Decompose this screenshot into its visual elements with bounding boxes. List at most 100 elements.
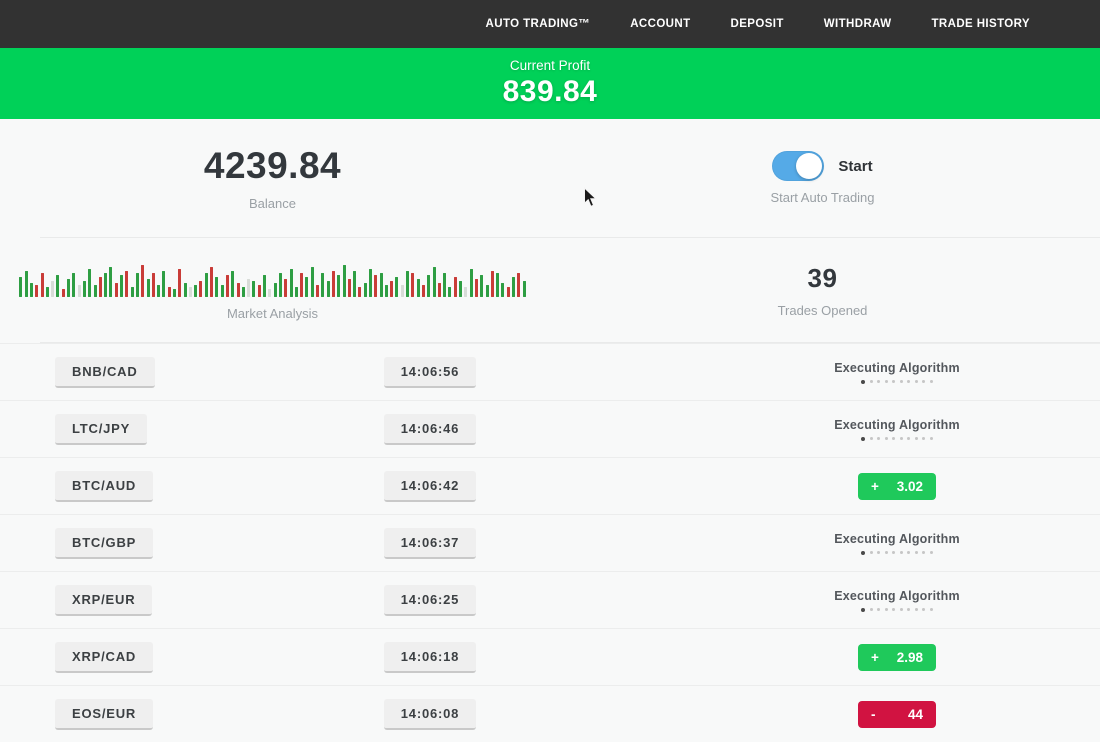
current-profit-value: 839.84 xyxy=(502,75,598,108)
market-bar xyxy=(157,285,161,297)
status-cell: +3.02 xyxy=(858,472,936,500)
toggle-label: Start xyxy=(838,157,873,175)
market-bar xyxy=(448,287,452,297)
nav-item-account[interactable]: ACCOUNT xyxy=(630,18,691,30)
market-bar xyxy=(45,287,49,297)
market-analysis-label: Market Analysis xyxy=(226,306,319,321)
market-bar xyxy=(130,287,134,297)
market-bar xyxy=(379,273,383,297)
market-bar xyxy=(358,287,362,297)
market-bar xyxy=(464,287,468,297)
market-bar xyxy=(199,281,203,297)
market-bar xyxy=(363,283,367,297)
market-bar xyxy=(146,279,150,297)
market-bar xyxy=(204,273,208,297)
table-row: BTC/GBP 14:06:37 Executing Algorithm xyxy=(0,514,1100,571)
market-bar xyxy=(268,289,272,297)
market-bar xyxy=(305,277,309,297)
market-bar xyxy=(220,285,224,297)
pair-badge[interactable]: XRP/CAD xyxy=(55,641,154,673)
market-bar xyxy=(469,269,473,297)
top-nav: AUTO TRADING™ ACCOUNT DEPOSIT WITHDRAW TRADE… xyxy=(0,0,1100,48)
market-bar xyxy=(188,287,192,297)
market-bar xyxy=(506,287,510,297)
market-bar xyxy=(51,281,55,297)
market-bar xyxy=(273,283,277,297)
market-bar xyxy=(231,271,235,297)
market-bar xyxy=(284,279,288,297)
market-bar xyxy=(331,271,335,297)
market-bar xyxy=(141,265,145,297)
market-bar xyxy=(210,267,214,297)
pair-badge[interactable]: BNB/CAD xyxy=(55,356,155,388)
market-bar xyxy=(512,277,515,297)
balance-value: 4239.84 xyxy=(203,145,342,186)
market-bar xyxy=(316,285,320,297)
market-bar xyxy=(72,273,76,297)
nav-item-deposit[interactable]: DEPOSIT xyxy=(730,18,784,30)
market-bar xyxy=(247,279,251,297)
loading-dots-icon xyxy=(834,550,960,555)
trades-opened-stat: 39 Trades Opened xyxy=(545,238,1100,342)
pair-badge[interactable]: XRP/EUR xyxy=(55,584,153,616)
market-bar xyxy=(114,283,118,297)
market-bar xyxy=(453,277,457,297)
market-bar xyxy=(384,285,388,297)
market-bar xyxy=(326,281,330,297)
pair-badge[interactable]: LTC/JPY xyxy=(55,413,148,445)
market-bar xyxy=(390,281,394,297)
market-bar xyxy=(395,277,399,297)
market-bar xyxy=(421,285,425,297)
market-bar xyxy=(24,271,28,297)
table-row: XRP/CAD 14:06:18 +2.98 xyxy=(0,628,1100,685)
market-bar xyxy=(496,273,500,297)
nav-item-withdraw[interactable]: WITHDRAW xyxy=(823,18,892,30)
auto-trading-label: Start Auto Trading xyxy=(770,190,875,205)
status-cell: Executing Algorithm xyxy=(834,418,960,441)
executing-algorithm-label: Executing Algorithm xyxy=(834,531,960,546)
market-bar xyxy=(125,271,129,297)
market-bar xyxy=(257,285,261,297)
market-bar xyxy=(289,269,293,297)
market-bar xyxy=(368,269,372,297)
time-badge: 14:06:08 xyxy=(383,698,477,730)
market-bar xyxy=(173,289,176,297)
market-bar xyxy=(252,281,256,297)
loss-badge: - 44 xyxy=(858,700,936,728)
pair-badge[interactable]: BTC/GBP xyxy=(55,527,154,559)
market-bar xyxy=(183,283,187,297)
pair-badge[interactable]: BTC/AUD xyxy=(55,470,154,502)
market-bar xyxy=(432,267,436,297)
market-bar xyxy=(517,273,521,297)
result-value: 44 xyxy=(907,706,923,722)
table-row: XRP/EUR 14:06:25 Executing Algorithm xyxy=(0,571,1100,628)
time-badge: 14:06:18 xyxy=(383,641,477,673)
auto-trading-stat: Start Start Auto Trading xyxy=(545,119,1100,237)
executing-algorithm-label: Executing Algorithm xyxy=(834,417,960,432)
time-badge: 14:06:42 xyxy=(383,470,477,502)
status-cell: Executing Algorithm xyxy=(834,532,960,555)
result-sign: + xyxy=(871,649,879,665)
nav-item-auto-trading[interactable]: AUTO TRADING™ xyxy=(485,18,591,30)
market-bar xyxy=(19,277,23,297)
market-bar xyxy=(167,287,171,297)
time-badge: 14:06:46 xyxy=(383,413,477,445)
pair-badge[interactable]: EOS/EUR xyxy=(55,698,154,730)
result-value: 3.02 xyxy=(896,478,923,494)
market-bar xyxy=(194,285,198,297)
auto-trading-toggle[interactable] xyxy=(772,151,825,181)
market-bar xyxy=(236,283,240,297)
time-badge: 14:06:25 xyxy=(383,584,477,616)
current-profit-label: Current Profit xyxy=(509,58,591,73)
market-bar xyxy=(294,287,298,297)
table-row: BTC/AUD 14:06:42 +3.02 xyxy=(0,457,1100,514)
table-row: EOS/EUR 14:06:08 - 44 xyxy=(0,685,1100,742)
table-row: LTC/JPY 14:06:46 Executing Algorithm xyxy=(0,400,1100,457)
loading-dots-icon xyxy=(834,607,960,612)
market-bar xyxy=(459,281,463,297)
nav-item-trade-history[interactable]: TRADE HISTORY xyxy=(931,18,1030,30)
divider xyxy=(40,342,1100,343)
status-cell: +2.98 xyxy=(858,643,936,671)
market-bar xyxy=(342,265,346,297)
time-badge: 14:06:56 xyxy=(383,356,477,388)
